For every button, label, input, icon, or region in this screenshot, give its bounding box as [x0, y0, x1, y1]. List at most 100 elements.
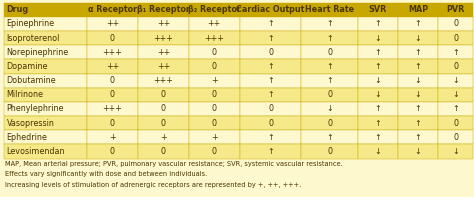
Bar — [358, 88, 398, 102]
Text: Dopamine: Dopamine — [7, 62, 48, 71]
Bar — [87, 130, 138, 144]
Text: ↑: ↑ — [267, 62, 274, 71]
Text: ↑: ↑ — [415, 48, 421, 57]
Bar — [189, 17, 240, 31]
Bar — [240, 45, 301, 59]
Text: 0: 0 — [212, 90, 217, 99]
Bar — [438, 88, 473, 102]
Bar — [240, 73, 301, 88]
Bar — [87, 73, 138, 88]
Bar — [4, 31, 87, 45]
Bar — [398, 88, 438, 102]
Bar — [438, 45, 473, 59]
Bar — [189, 144, 240, 159]
Bar — [138, 45, 189, 59]
Bar — [438, 59, 473, 73]
Bar — [240, 88, 301, 102]
Bar — [358, 31, 398, 45]
Text: ↑: ↑ — [374, 20, 381, 28]
Text: ↑: ↑ — [415, 133, 421, 142]
Text: ↓: ↓ — [452, 90, 459, 99]
Text: 0: 0 — [212, 48, 217, 57]
Bar — [301, 31, 358, 45]
Bar — [438, 31, 473, 45]
Text: ++: ++ — [208, 20, 221, 28]
Bar — [4, 17, 87, 31]
Bar — [138, 3, 189, 17]
Bar — [398, 45, 438, 59]
Text: Heart Rate: Heart Rate — [305, 5, 354, 14]
Bar — [189, 88, 240, 102]
Text: ↓: ↓ — [415, 90, 421, 99]
Bar — [398, 144, 438, 159]
Bar — [301, 144, 358, 159]
Text: ↑: ↑ — [452, 48, 459, 57]
Text: ↑: ↑ — [374, 62, 381, 71]
Text: Increasing levels of stimulation of adrenergic receptors are represented by +, +: Increasing levels of stimulation of adre… — [5, 182, 301, 188]
Text: Dobutamine: Dobutamine — [7, 76, 56, 85]
Bar — [438, 3, 473, 17]
Text: Levosimendan: Levosimendan — [7, 147, 65, 156]
Text: 0: 0 — [212, 104, 217, 113]
Text: MAP, Mean arterial pressure; PVR, pulmonary vascular resistance; SVR, systemic v: MAP, Mean arterial pressure; PVR, pulmon… — [5, 161, 343, 166]
Text: β₂ Receptor: β₂ Receptor — [188, 5, 241, 14]
Text: ↑: ↑ — [326, 20, 333, 28]
Text: PVR: PVR — [447, 5, 465, 14]
Text: 0: 0 — [327, 48, 332, 57]
Text: ↑: ↑ — [374, 119, 381, 128]
Bar — [138, 31, 189, 45]
Bar — [398, 73, 438, 88]
Bar — [189, 102, 240, 116]
Bar — [4, 102, 87, 116]
Bar — [301, 45, 358, 59]
Text: ↑: ↑ — [415, 119, 421, 128]
Bar — [4, 45, 87, 59]
Text: 0: 0 — [453, 20, 458, 28]
Text: Cardiac Output: Cardiac Output — [237, 5, 305, 14]
Text: ↓: ↓ — [415, 76, 421, 85]
Bar — [189, 31, 240, 45]
Text: +++: +++ — [154, 34, 173, 43]
Bar — [438, 73, 473, 88]
Bar — [4, 144, 87, 159]
Bar — [398, 59, 438, 73]
Text: 0: 0 — [453, 133, 458, 142]
Bar — [4, 88, 87, 102]
Bar — [438, 116, 473, 130]
Text: ↑: ↑ — [267, 147, 274, 156]
Text: +++: +++ — [204, 34, 224, 43]
Bar — [301, 59, 358, 73]
Text: ↓: ↓ — [374, 147, 381, 156]
Text: ↑: ↑ — [374, 133, 381, 142]
Text: ↑: ↑ — [267, 20, 274, 28]
Text: ↑: ↑ — [326, 133, 333, 142]
Bar — [87, 17, 138, 31]
Bar — [358, 130, 398, 144]
Bar — [138, 17, 189, 31]
Bar — [240, 144, 301, 159]
Text: ↑: ↑ — [267, 76, 274, 85]
Bar — [358, 102, 398, 116]
Text: 0: 0 — [110, 34, 115, 43]
Text: 0: 0 — [161, 119, 166, 128]
Bar — [358, 116, 398, 130]
Bar — [87, 3, 138, 17]
Bar — [358, 73, 398, 88]
Text: ↑: ↑ — [326, 34, 333, 43]
Bar — [398, 31, 438, 45]
Bar — [240, 116, 301, 130]
Text: ++: ++ — [157, 48, 170, 57]
Bar — [138, 102, 189, 116]
Bar — [87, 88, 138, 102]
Text: +: + — [211, 76, 218, 85]
Bar — [301, 88, 358, 102]
Bar — [438, 102, 473, 116]
Text: Isoproterenol: Isoproterenol — [7, 34, 60, 43]
Text: ↑: ↑ — [374, 104, 381, 113]
Bar — [87, 59, 138, 73]
Text: β₁ Receptor: β₁ Receptor — [137, 5, 190, 14]
Bar — [87, 116, 138, 130]
Bar — [87, 45, 138, 59]
Bar — [358, 59, 398, 73]
Bar — [240, 31, 301, 45]
